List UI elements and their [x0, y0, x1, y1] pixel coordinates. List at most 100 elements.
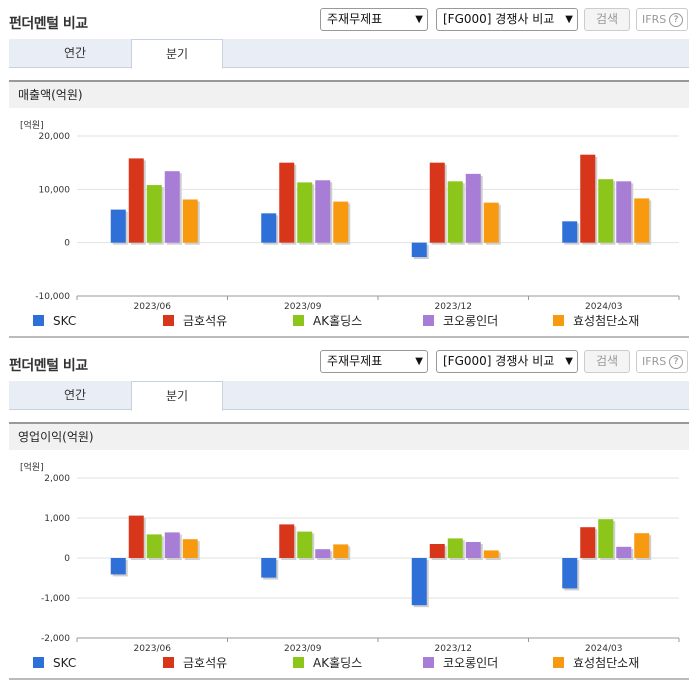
legend-swatch — [163, 315, 174, 326]
legend-swatch — [33, 315, 44, 326]
revenue-bar-chart: 20,000 10,000 0 -10,000 2023/06 2023/09 2023/1… — [35, 132, 680, 312]
bar — [182, 539, 198, 558]
legend-label: 효성첨단소재 — [573, 656, 640, 670]
bar — [465, 173, 481, 243]
panel-header: 펀더멘털 비교 주재무제표 ▼ [FG000] 경쟁사 비교 ▼ 검색 IFRS? — [0, 342, 696, 376]
legend-item[interactable]: AK홀딩스 — [293, 312, 362, 330]
x-tick-label: 2023/12 — [435, 302, 472, 312]
search-button[interactable]: 검색 — [584, 8, 630, 31]
legend-item[interactable]: 금호석유 — [163, 654, 227, 672]
legend-label: 코오롱인더 — [443, 656, 499, 670]
legend-item[interactable]: SKC — [33, 312, 76, 330]
bar — [411, 242, 427, 258]
bar — [333, 201, 349, 243]
bar — [146, 534, 162, 558]
period-tabs: 연간 분기 — [9, 39, 689, 69]
legend-label: SKC — [53, 656, 77, 670]
legend-label: 금호석유 — [183, 314, 228, 328]
statement-select[interactable]: 주재무제표 ▼ — [320, 350, 428, 373]
bar — [465, 542, 481, 558]
peer-group-select[interactable]: [FG000] 경쟁사 비교 ▼ — [436, 8, 578, 31]
legend-swatch — [293, 657, 304, 668]
bar — [580, 154, 596, 243]
search-button[interactable]: 검색 — [584, 350, 630, 373]
legend-swatch — [293, 315, 304, 326]
tab-annual[interactable]: 연간 — [63, 388, 87, 402]
peer-group-select-value: [FG000] 경쟁사 비교 — [443, 354, 555, 368]
y-tick-label: -1,000 — [41, 594, 70, 604]
panel-header: 펀더멘털 비교 주재무제표 ▼ [FG000] 경쟁사 비교 ▼ 검색 IFRS? — [0, 0, 696, 34]
legend-item[interactable]: 효성첨단소재 — [553, 654, 639, 672]
legend-swatch — [423, 315, 434, 326]
x-tick-label: 2023/06 — [134, 644, 172, 654]
bar — [261, 558, 277, 578]
bar — [634, 533, 650, 558]
bar — [110, 209, 126, 243]
period-tabs: 연간 분기 — [9, 381, 689, 411]
tab-annual[interactable]: 연간 — [63, 46, 87, 60]
bar — [580, 527, 596, 558]
chart-legend: SKC 금호석유 AK홀딩스 코오롱인더 효성첨단소재 — [0, 312, 696, 330]
bar — [297, 182, 313, 243]
legend-item[interactable]: 코오롱인더 — [423, 654, 498, 672]
y-tick-label: 1,000 — [44, 514, 70, 524]
statement-select[interactable]: 주재무제표 ▼ — [320, 8, 428, 31]
bar — [315, 180, 331, 243]
help-icon[interactable]: ? — [669, 355, 683, 369]
bar — [164, 532, 180, 558]
bar — [598, 519, 614, 558]
tab-quarterly[interactable]: 분기 — [131, 39, 223, 69]
chevron-down-icon: ▼ — [565, 14, 573, 25]
bar — [279, 524, 295, 558]
legend-swatch — [33, 657, 44, 668]
operating-profit-bar-chart: 2,000 1,000 0 -1,000 -2,000 2023/06 2023/09 202… — [41, 474, 680, 654]
legend-label: SKC — [53, 314, 77, 328]
legend-item[interactable]: AK홀딩스 — [293, 654, 362, 672]
ifrs-button[interactable]: IFRS? — [636, 8, 688, 31]
chevron-down-icon: ▼ — [415, 356, 423, 367]
bar — [128, 158, 144, 243]
divider — [9, 336, 689, 338]
help-icon[interactable]: ? — [669, 13, 683, 27]
legend-item[interactable]: 코오롱인더 — [423, 312, 498, 330]
y-tick-label: 0 — [64, 239, 70, 249]
y-tick-label: 10,000 — [39, 185, 71, 195]
ifrs-button[interactable]: IFRS? — [636, 350, 688, 373]
bar — [411, 558, 427, 606]
ifrs-label: IFRS — [642, 13, 667, 26]
bar — [261, 213, 277, 243]
bar — [110, 558, 126, 575]
bar — [128, 515, 144, 558]
chart-title: 영업이익(억원) — [9, 422, 689, 450]
legend-item[interactable]: SKC — [33, 654, 76, 672]
bar — [483, 550, 499, 558]
bar — [447, 181, 463, 243]
x-tick-label: 2023/06 — [134, 302, 172, 312]
legend-item[interactable]: 효성첨단소재 — [553, 312, 639, 330]
legend-label: 코오롱인더 — [443, 314, 499, 328]
legend-label: AK홀딩스 — [313, 314, 363, 328]
chart-title: 매출액(억원) — [9, 80, 689, 108]
legend-swatch — [423, 657, 434, 668]
bar — [164, 171, 180, 243]
x-tick-label: 2023/09 — [284, 302, 322, 312]
fundamental-panel-revenue: 펀더멘털 비교 주재무제표 ▼ [FG000] 경쟁사 비교 ▼ 검색 IFRS? … — [0, 0, 696, 338]
panel-title: 펀더멘털 비교 — [9, 16, 88, 32]
fundamental-panel-operating-profit: 펀더멘털 비교 주재무제표 ▼ [FG000] 경쟁사 비교 ▼ 검색 IFRS? … — [0, 342, 696, 684]
y-tick-label: 2,000 — [44, 474, 70, 484]
bar — [429, 544, 445, 558]
legend-swatch — [553, 315, 564, 326]
y-tick-label: -10,000 — [35, 292, 70, 302]
peer-group-select[interactable]: [FG000] 경쟁사 비교 ▼ — [436, 350, 578, 373]
bar — [315, 549, 331, 558]
tab-quarterly[interactable]: 분기 — [131, 381, 223, 411]
y-tick-label: 0 — [64, 554, 70, 564]
bar — [598, 179, 614, 243]
x-tick-label: 2024/03 — [585, 302, 622, 312]
bar — [616, 181, 632, 243]
bar — [562, 221, 578, 243]
bar — [297, 531, 313, 558]
bar — [146, 185, 162, 243]
bar — [333, 544, 349, 558]
legend-item[interactable]: 금호석유 — [163, 312, 227, 330]
